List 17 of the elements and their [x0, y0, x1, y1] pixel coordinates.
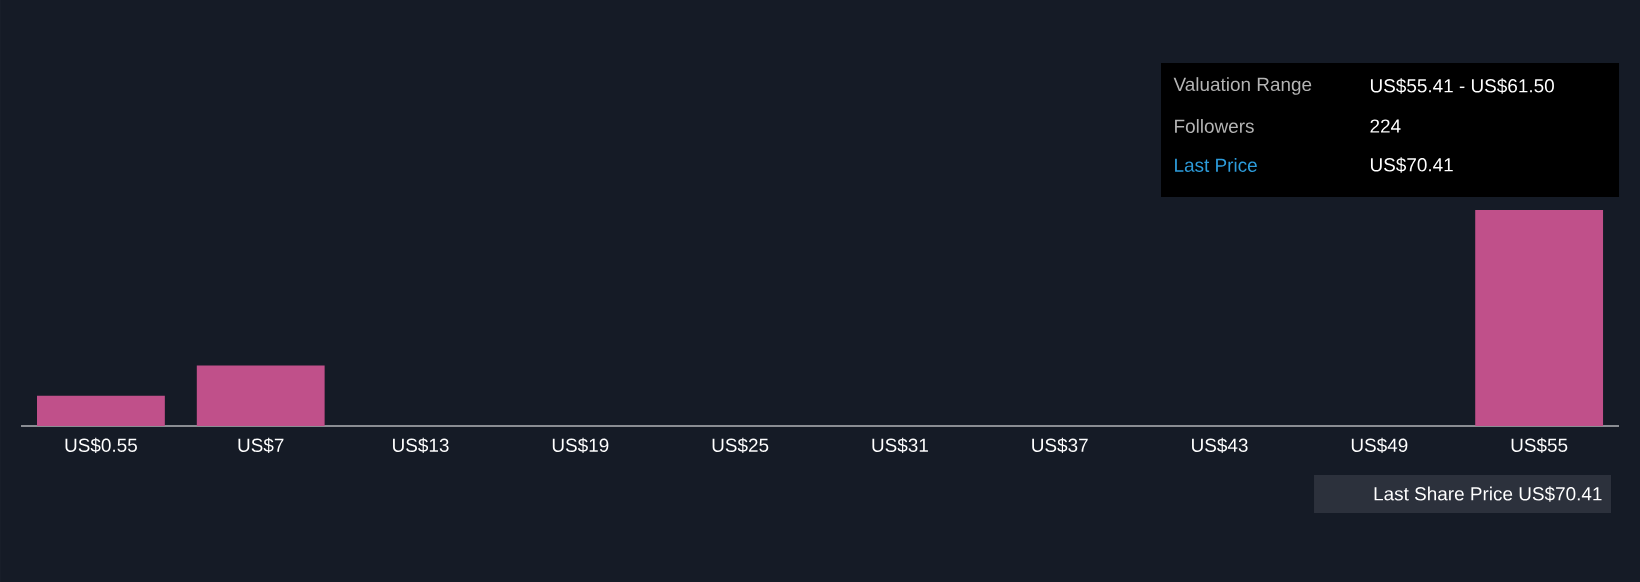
- text: US$70.41: [1370, 157, 1453, 173]
- text: US$55.41 - US$61.50: [1370, 78, 1554, 94]
- x-tick-label: US$7: [238, 437, 284, 454]
- text: Valuation Range: [1173, 77, 1312, 95]
- text: Last Share Price US$70.41: [1374, 486, 1602, 502]
- x-tick-label: US$13: [393, 437, 449, 454]
- text: Followers: [1175, 119, 1254, 133]
- text: Last Price: [1175, 158, 1257, 172]
- x-tick-label: US$37: [1032, 437, 1088, 454]
- x-tick-label: US$0.55: [65, 437, 137, 454]
- x-tick-label: US$31: [872, 437, 928, 454]
- text: 224: [1370, 119, 1401, 133]
- x-tick-label: US$19: [552, 437, 609, 454]
- x-tick-label: US$25: [712, 437, 769, 454]
- x-tick-label: US$43: [1192, 437, 1248, 454]
- x-tick-label: US$55: [1511, 437, 1568, 454]
- x-tick-label: US$49: [1351, 437, 1408, 454]
